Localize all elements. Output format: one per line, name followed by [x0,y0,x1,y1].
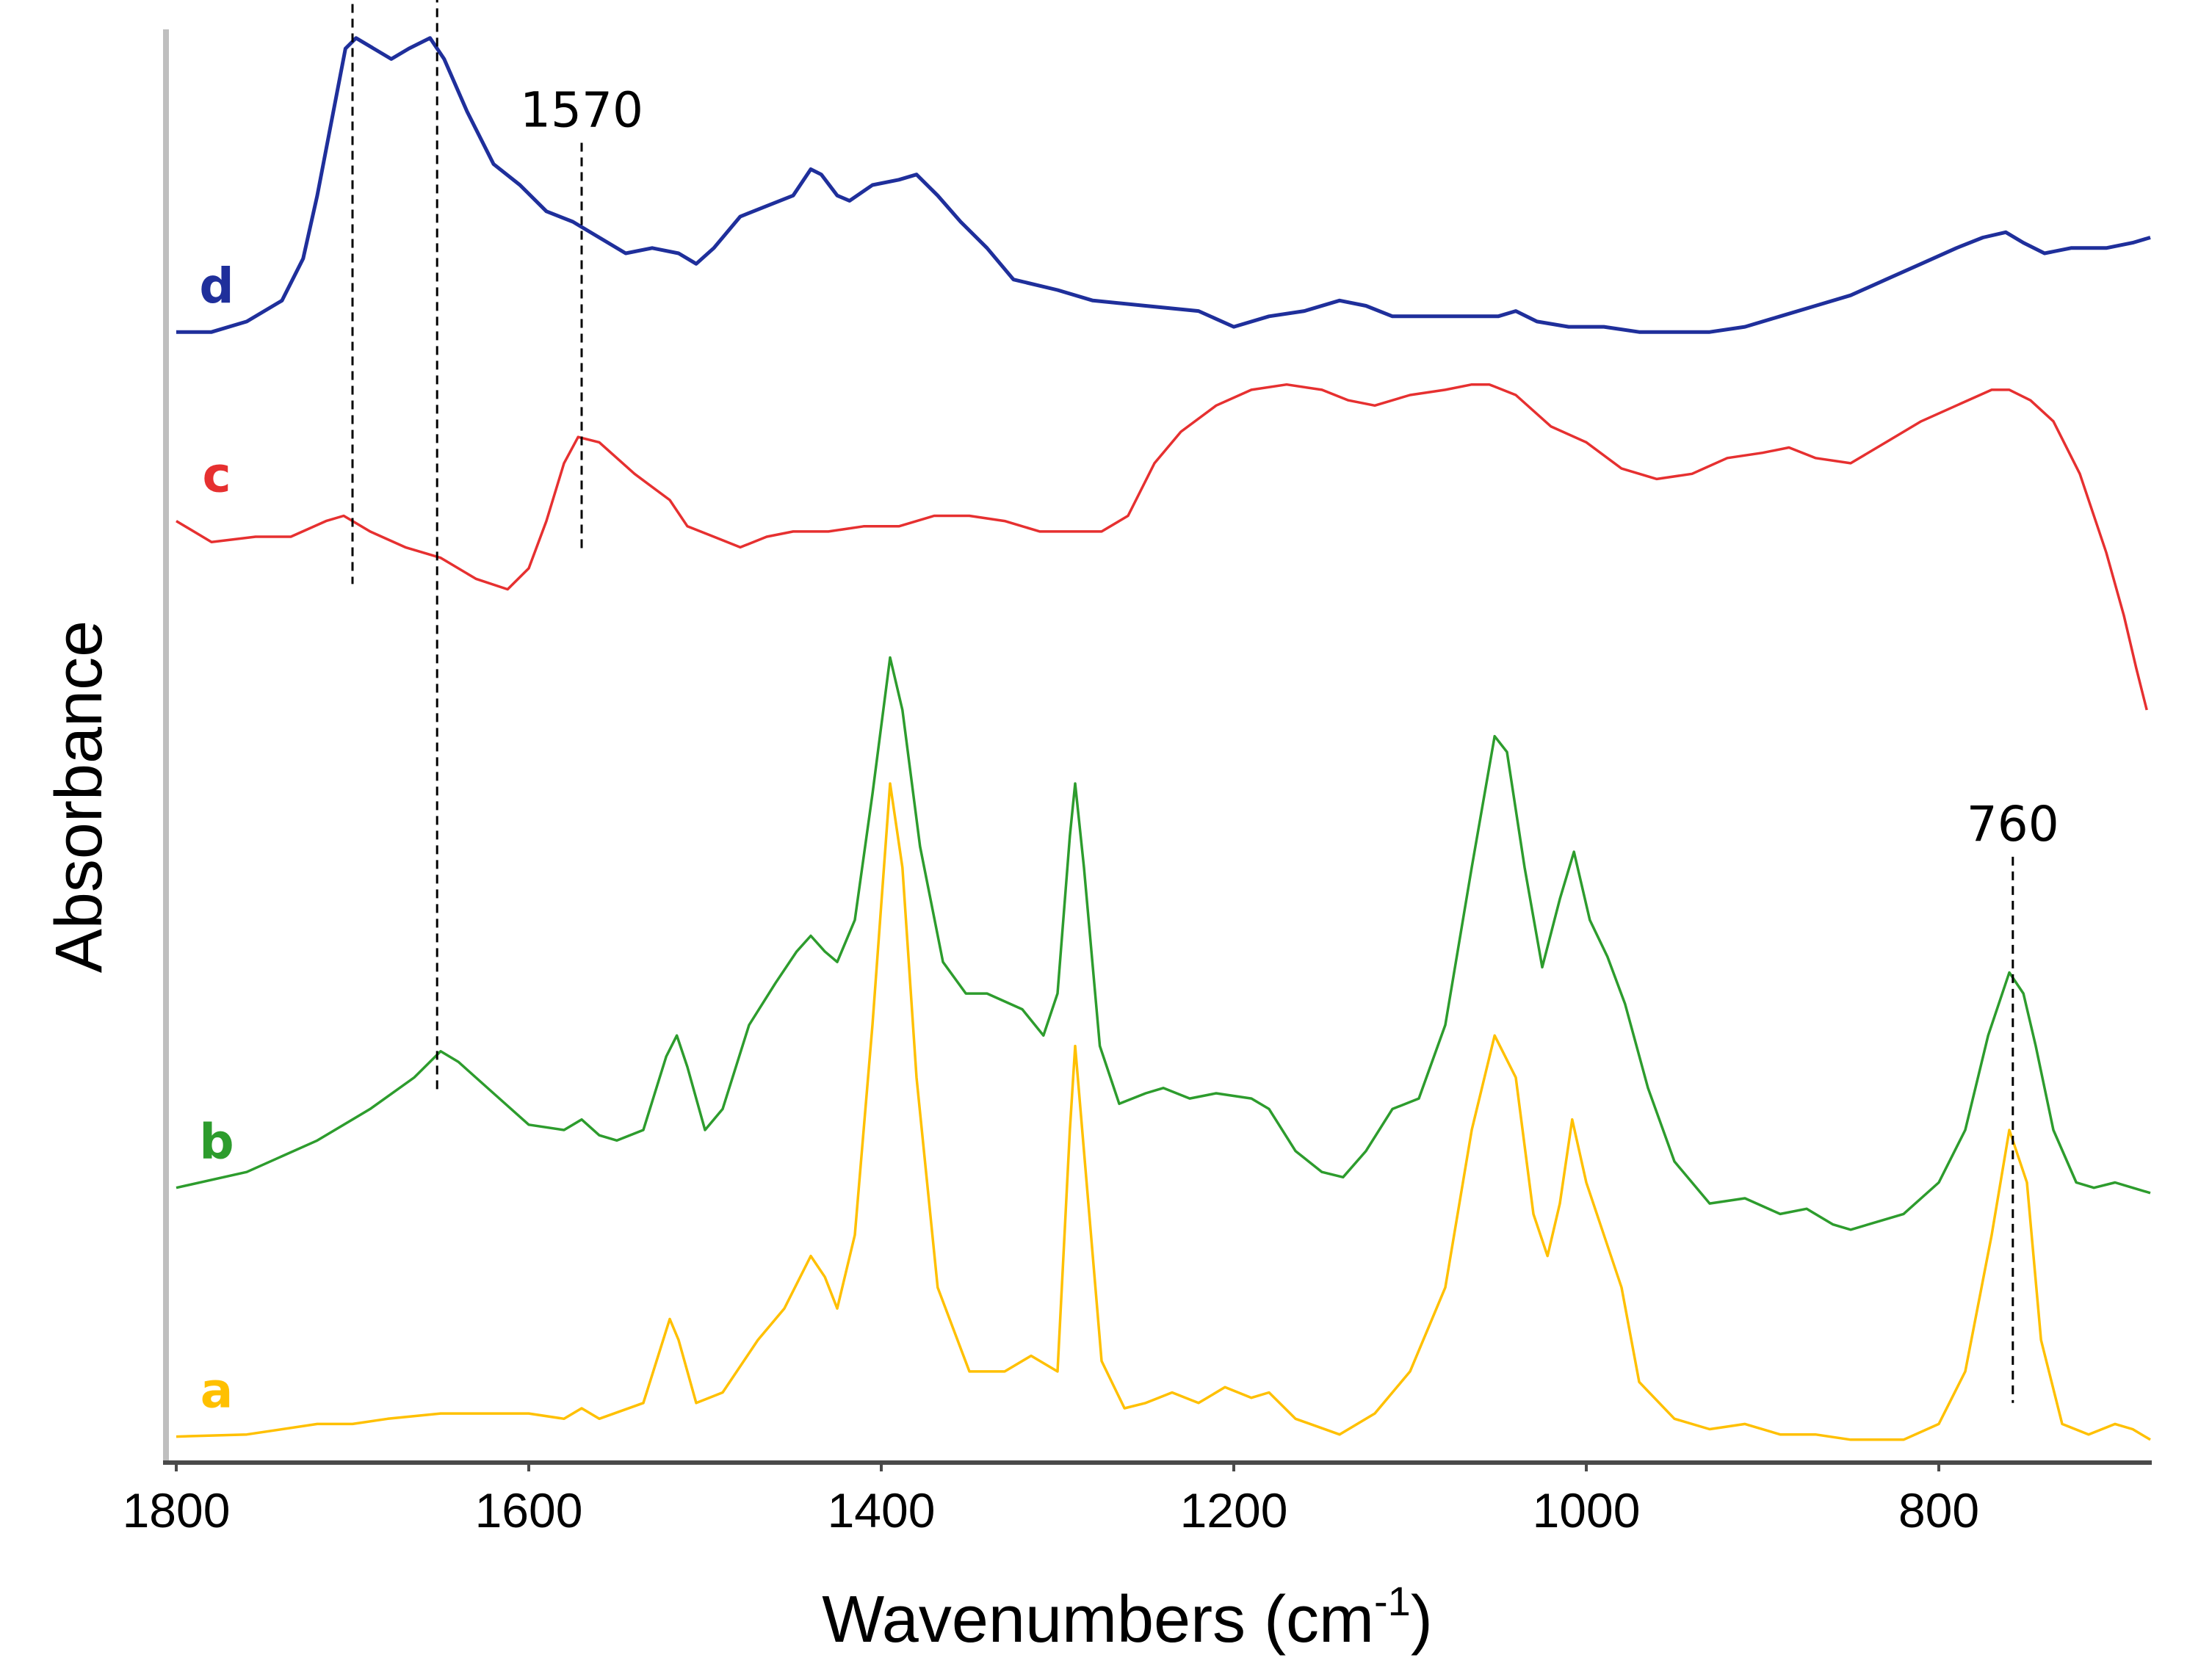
series-label-d: d [199,258,234,314]
x-tick-label-1800: 1800 [123,1483,231,1537]
annotation-group: 171016501570760 [351,0,2059,1403]
series-label-c: c [202,447,231,504]
annotation-label-1570: 1570 [520,82,643,139]
x-ticks: 1800 1600 1400 1200 1000 800 [123,1463,1979,1537]
series-a-line [176,782,2151,1441]
series-group [176,36,2151,1441]
series-label-a: a [200,1363,234,1419]
series-c-line [176,383,2148,711]
x-tick-label-1600: 1600 [475,1483,583,1537]
x-tick-label-1400: 1400 [828,1483,936,1537]
x-tick-label-1000: 1000 [1533,1483,1641,1537]
series-label-group: a b c d [199,258,234,1419]
x-axis-title: Wavenumbers (cm-1) [822,1578,1433,1656]
y-axis-title: Absorbance [43,620,116,973]
series-b-line [176,656,2151,1231]
annotation-label-760: 760 [1967,796,2059,852]
series-d-line [176,36,2151,334]
series-label-b: b [199,1114,234,1170]
x-tick-label-800: 800 [1898,1483,1979,1537]
x-tick-label-1200: 1200 [1180,1483,1288,1537]
